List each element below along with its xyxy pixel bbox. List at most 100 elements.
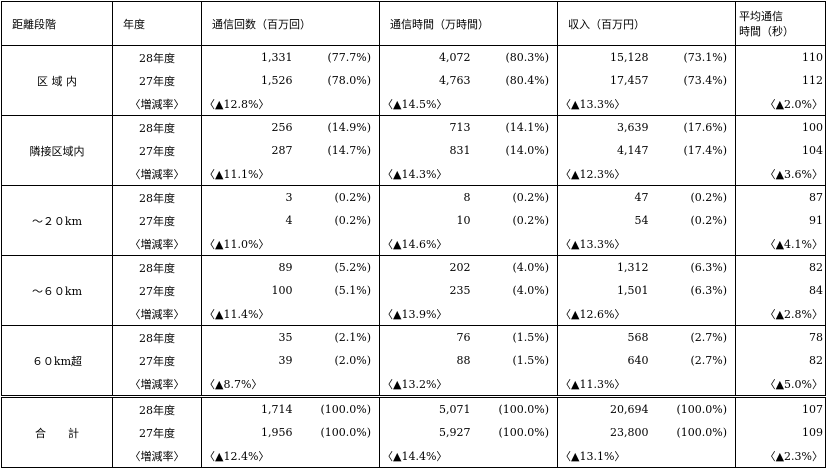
- table-row: 区 域 内 28年度 1,331 (77.7%) 4,072 (80.3%) 15,128 (…: [1, 45, 826, 116]
- calls-growth-cell: 〈▲8.7%〉: [201, 372, 380, 397]
- avg-time-cell: 78: [735, 325, 826, 349]
- time-pct-cell: (80.4%): [505, 74, 549, 87]
- avg-time-cell: 104: [735, 139, 826, 162]
- header-revenue: 収入（百万円）: [557, 1, 736, 46]
- time-cell: 831: [379, 139, 473, 162]
- avg-time-growth-cell: 〈▲2.8%〉: [735, 302, 826, 326]
- calls-pct-cell: (100.0%): [320, 426, 371, 439]
- year-label: 27年度: [112, 279, 202, 302]
- calls-cell: 3: [201, 185, 295, 209]
- calls-cell: 1,956: [201, 421, 295, 444]
- avg-time-cell: 82: [735, 349, 826, 372]
- time-growth-cell: 〈▲14.5%〉: [379, 92, 558, 116]
- time-pct-cell: (1.5%): [512, 331, 549, 344]
- distance-label: ６０km超: [1, 325, 113, 397]
- revenue-growth-cell: 〈▲13.3%〉: [557, 92, 736, 116]
- revenue-cell: 20,694: [557, 395, 651, 421]
- year-label: 28年度: [112, 115, 202, 139]
- revenue-cell: 1,501: [557, 279, 651, 302]
- revenue-cell: 15,128: [557, 45, 651, 69]
- table-row: ～２０km 28年度 3 (0.2%) 8 (0.2%) 47 (0.2%) 87: [1, 185, 826, 256]
- revenue-cell: 23,800: [557, 421, 651, 444]
- avg-time-growth-cell: 〈▲2.0%〉: [735, 92, 826, 116]
- time-cell: 76: [379, 325, 473, 349]
- calls-cell: 35: [201, 325, 295, 349]
- time-pct-cell: (100.0%): [498, 426, 549, 439]
- year-label: 28年度: [112, 325, 202, 349]
- time-growth-cell: 〈▲14.6%〉: [379, 232, 558, 256]
- year-label: 27年度: [112, 69, 202, 92]
- header-avg-time-line1: 平均通信: [739, 9, 783, 23]
- revenue-cell: 54: [557, 209, 651, 232]
- time-cell: 202: [379, 255, 473, 279]
- header-row: 距離段階 年度 通信回数（百万回） 通信時間（万時間） 収入（百万円） 平均通信…: [1, 1, 826, 46]
- revenue-cell: 4,147: [557, 139, 651, 162]
- calls-growth-cell: 〈▲11.1%〉: [201, 162, 380, 186]
- revenue-cell: 640: [557, 349, 651, 372]
- header-avg-time-line2: 時間（秒）: [739, 24, 794, 38]
- revenue-pct-cell: (73.1%): [683, 51, 727, 64]
- year-label: 27年度: [112, 349, 202, 372]
- revenue-pct-cell: (0.2%): [690, 214, 727, 227]
- calls-cell: 1,331: [201, 45, 295, 69]
- table-row: 隣接区域内 28年度 256 (14.9%) 713 (14.1%) 3,639 (17.6%…: [1, 115, 826, 186]
- year-label: 28年度: [112, 395, 202, 421]
- table-row: 27年度 1,526 (78.0%) 4,763 (80.4%) 17,457 (73.4%…: [2, 69, 826, 92]
- revenue-pct-cell: (6.3%): [690, 284, 727, 297]
- calls-growth-cell: 〈▲11.4%〉: [201, 302, 380, 326]
- time-pct-cell: (14.0%): [505, 144, 549, 157]
- time-growth-cell: 〈▲13.2%〉: [379, 372, 558, 397]
- revenue-cell: 1,312: [557, 255, 651, 279]
- avg-time-cell: 87: [735, 185, 826, 209]
- time-cell: 10: [379, 209, 473, 232]
- year-label: 27年度: [112, 209, 202, 232]
- growth-row: 〈増減率〉 〈▲11.0%〉 〈▲14.6%〉 〈▲13.3%〉 〈▲4.1%〉: [2, 232, 826, 256]
- year-label: 28年度: [112, 255, 202, 279]
- distance-label: 隣接区域内: [1, 115, 113, 186]
- table-row: 27年度 1,956 (100.0%) 5,927 (100.0%) 23,800 (100…: [2, 421, 826, 444]
- year-label: 28年度: [112, 45, 202, 69]
- revenue-pct-cell: (2.7%): [690, 354, 727, 367]
- calls-cell: 256: [201, 115, 295, 139]
- avg-time-growth-cell: 〈▲3.6%〉: [735, 162, 826, 186]
- time-pct-cell: (80.3%): [505, 51, 549, 64]
- avg-time-growth-cell: 〈▲2.3%〉: [735, 444, 826, 468]
- header-avg-time: 平均通信 時間（秒）: [735, 1, 826, 46]
- growth-label: 〈増減率〉: [112, 444, 202, 468]
- avg-time-cell: 100: [735, 115, 826, 139]
- revenue-growth-cell: 〈▲13.1%〉: [557, 444, 736, 468]
- revenue-pct-cell: (100.0%): [650, 395, 736, 421]
- calls-pct-cell: (0.2%): [334, 191, 371, 204]
- calls-cell: 1,714: [201, 395, 295, 421]
- revenue-growth-cell: 〈▲12.3%〉: [557, 162, 736, 186]
- growth-row: 〈増減率〉 〈▲12.8%〉 〈▲14.5%〉 〈▲13.3%〉 〈▲2.0%〉: [2, 92, 826, 116]
- time-cell: 5,071: [379, 395, 473, 421]
- time-pct-cell: (14.1%): [505, 121, 549, 134]
- time-cell: 235: [379, 279, 473, 302]
- distance-label: ～２０km: [1, 185, 113, 256]
- table-row: 合 計 28年度 1,714 (100.0%) 5,071 (100.0%) 20,694(…: [1, 395, 826, 468]
- revenue-pct-cell: (100.0%): [676, 426, 727, 439]
- time-growth-cell: 〈▲13.9%〉: [379, 302, 558, 326]
- table-row: 27年度 4 (0.2%) 10 (0.2%) 54 (0.2%) 91: [2, 209, 826, 232]
- growth-row: 〈増減率〉 〈▲11.1%〉 〈▲14.3%〉 〈▲12.3%〉 〈▲3.6%〉: [2, 162, 826, 186]
- time-pct-cell: (100.0%): [472, 395, 558, 421]
- growth-row: 〈増減率〉 〈▲8.7%〉 〈▲13.2%〉 〈▲11.3%〉 〈▲5.0%〉: [2, 372, 826, 397]
- time-growth-cell: 〈▲14.4%〉: [379, 444, 558, 468]
- time-cell: 8: [379, 185, 473, 209]
- revenue-pct-cell: (6.3%): [690, 261, 727, 274]
- calls-pct-cell: (5.1%): [334, 284, 371, 297]
- header-year: 年度: [112, 1, 202, 46]
- year-label: 27年度: [112, 421, 202, 444]
- growth-label: 〈増減率〉: [112, 372, 202, 397]
- table-body: 区 域 内 28年度 1,331 (77.7%) 4,072 (80.3%) 15,128(…: [1, 45, 826, 468]
- calls-pct-cell: (77.7%): [327, 51, 371, 64]
- time-pct-cell: (1.5%): [512, 354, 549, 367]
- calls-growth-cell: 〈▲11.0%〉: [201, 232, 380, 256]
- growth-row: 〈増減率〉 〈▲11.4%〉 〈▲13.9%〉 〈▲12.6%〉 〈▲2.8%〉: [2, 302, 826, 326]
- header-calls: 通信回数（百万回）: [201, 1, 380, 46]
- avg-time-cell: 112: [735, 69, 826, 92]
- header-time: 通信時間（万時間）: [379, 1, 558, 46]
- calls-pct-cell: (78.0%): [327, 74, 371, 87]
